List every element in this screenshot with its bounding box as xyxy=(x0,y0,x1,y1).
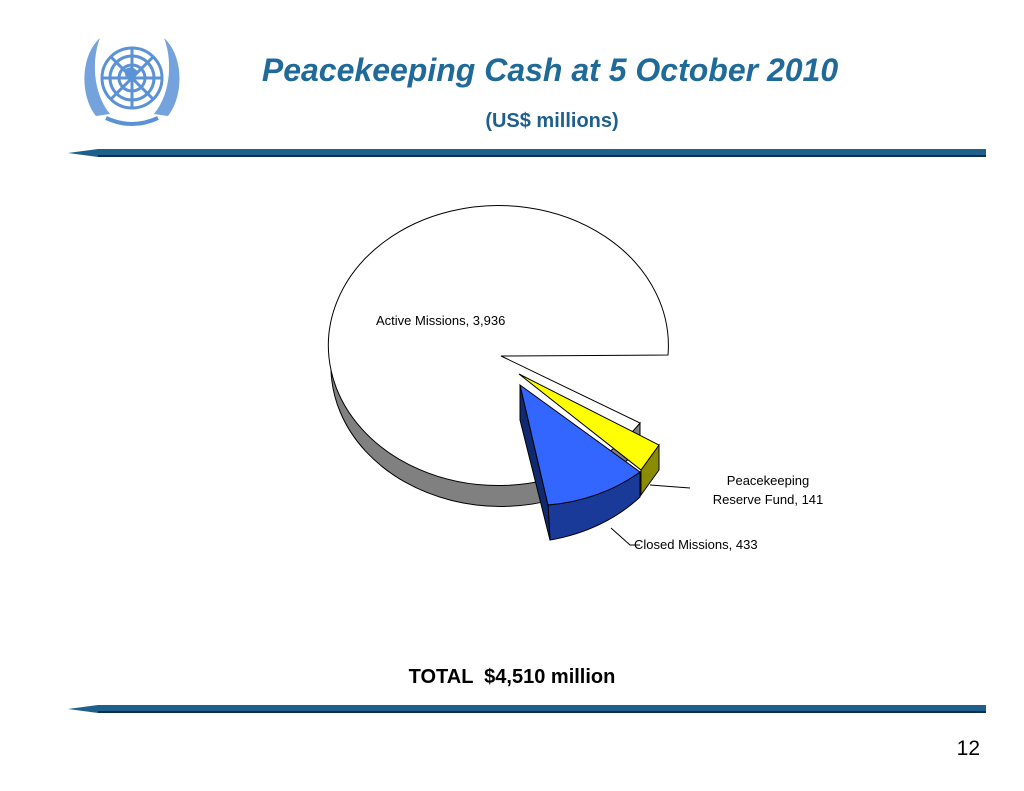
data-label-reserve-fund-line1: Peacekeeping xyxy=(727,473,809,488)
data-label-active-missions: Active Missions, 3,936 xyxy=(376,313,505,328)
total-label: TOTAL $4,510 million xyxy=(408,666,616,688)
bottom-divider xyxy=(68,705,986,713)
page-number: 12 xyxy=(956,737,980,760)
leader-line-closed-missions xyxy=(610,527,640,546)
slide-title: Peacekeeping Cash at 5 October 2010 xyxy=(261,52,839,88)
un-emblem-logo xyxy=(84,38,180,126)
top-divider xyxy=(68,149,986,157)
data-label-reserve-fund-line2: Reserve Fund, 141 xyxy=(713,492,824,507)
pie-slice-closed-missions xyxy=(519,383,641,506)
leader-line-reserve-fund xyxy=(649,484,691,489)
pie-slice-reserve-fund xyxy=(518,373,660,471)
data-label-closed-missions: Closed Missions, 433 xyxy=(634,537,758,552)
slide-subtitle: (US$ millions) xyxy=(485,110,619,132)
